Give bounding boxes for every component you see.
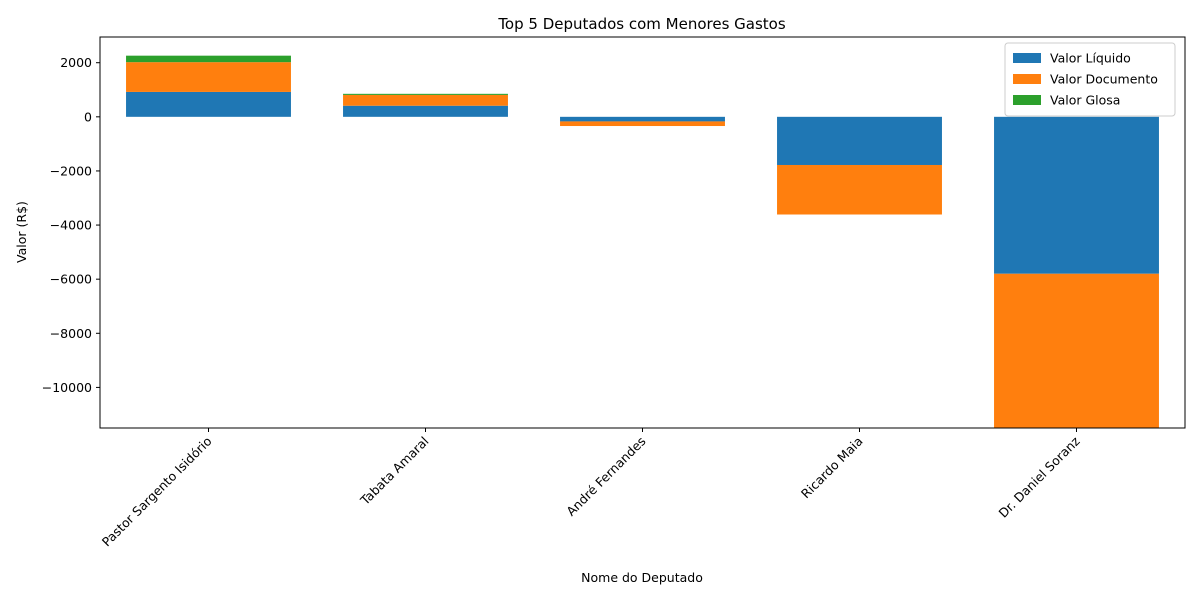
x-tick-label: André Fernandes <box>563 434 648 519</box>
legend-swatch <box>1013 74 1041 84</box>
legend-swatch <box>1013 53 1041 63</box>
x-tick-label: Ricardo Maia <box>798 434 866 502</box>
bar-valor-l-quido-1 <box>343 105 508 117</box>
y-tick-label: 2000 <box>60 55 92 70</box>
y-tick-label: −6000 <box>50 272 92 287</box>
bars-group <box>126 55 1159 428</box>
y-tick-label: −4000 <box>50 218 92 233</box>
y-tick-label: −8000 <box>50 326 92 341</box>
y-tick-label: −2000 <box>50 163 92 178</box>
legend-swatch <box>1013 95 1041 105</box>
bar-valor-l-quido-2 <box>560 116 725 122</box>
bar-valor-glosa-1 <box>343 93 508 95</box>
x-tick-label: Tabata Amaral <box>357 434 432 509</box>
chart-title: Top 5 Deputados com Menores Gastos <box>497 15 786 33</box>
y-axis-label: Valor (R$) <box>14 201 29 263</box>
x-axis: Pastor Sargento Isidório Tabata Amaral And… <box>99 428 1083 549</box>
y-tick-label: −10000 <box>42 380 92 395</box>
legend: Valor Líquido Valor Documento Valor Glosa <box>1004 42 1176 117</box>
x-tick-label: Pastor Sargento Isidório <box>99 434 215 550</box>
legend-label: Valor Líquido <box>1050 51 1131 66</box>
x-axis-label: Nome do Deputado <box>581 570 703 585</box>
bar-valor-l-quido-0 <box>126 91 291 117</box>
bar-valor-documento-1 <box>343 94 508 106</box>
legend-label: Valor Documento <box>1050 72 1158 87</box>
y-axis: 2000 0 −2000 −4000 −6000 −8000 −10000 <box>42 55 100 395</box>
bar-valor-documento-4 <box>994 273 1159 428</box>
x-tick-label: Dr. Daniel Soranz <box>995 433 1082 520</box>
bar-valor-glosa-0 <box>126 55 291 63</box>
bar-valor-l-quido-3 <box>777 116 942 165</box>
bar-valor-documento-0 <box>126 62 291 92</box>
bar-valor-l-quido-4 <box>994 116 1159 274</box>
bar-valor-documento-2 <box>560 121 725 127</box>
plot-frame <box>99 36 1186 429</box>
y-tick-label: 0 <box>84 109 92 124</box>
legend-box <box>1004 42 1176 117</box>
bar-valor-documento-3 <box>777 164 942 215</box>
legend-label: Valor Glosa <box>1050 93 1120 108</box>
